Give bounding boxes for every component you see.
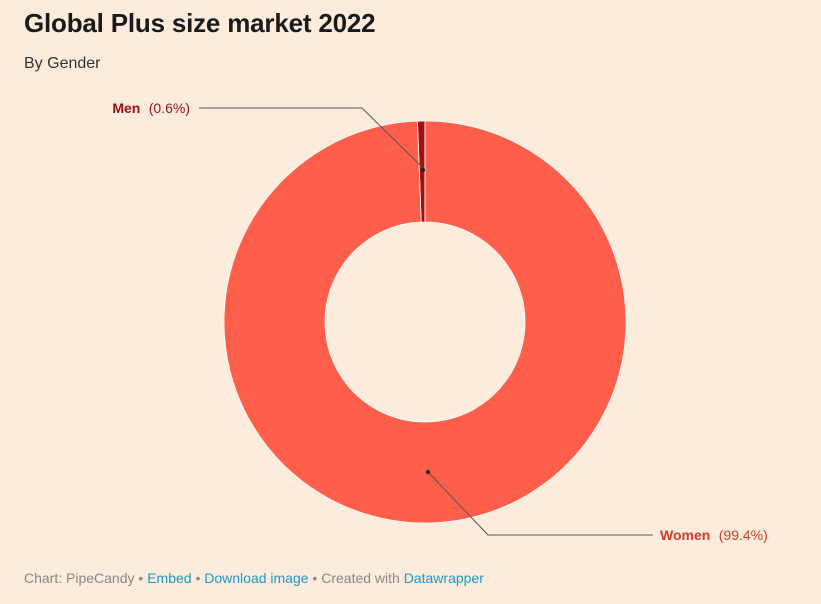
men-label-pct: (0.6%) bbox=[149, 100, 190, 116]
chart-footer: Chart: PipeCandy • Embed • Download imag… bbox=[24, 570, 484, 586]
donut-chart: Men (0.6%) Women (99.4%) bbox=[112, 100, 768, 544]
donut-slices bbox=[223, 120, 627, 524]
women-leader-dot bbox=[425, 469, 431, 475]
men-leader-line bbox=[199, 107, 424, 169]
embed-link[interactable]: Embed bbox=[147, 570, 192, 586]
women-label: Women (99.4%) bbox=[660, 527, 768, 544]
footer-separator: • bbox=[191, 570, 205, 586]
datawrapper-link[interactable]: Datawrapper bbox=[403, 570, 484, 586]
men-leader-dot bbox=[420, 167, 426, 173]
footer-separator: • bbox=[308, 570, 322, 586]
created-with-text: Created with bbox=[321, 570, 400, 586]
men-label: Men (0.6%) bbox=[112, 100, 190, 117]
source-text: Chart: PipeCandy bbox=[24, 570, 135, 586]
women-label-pct: (99.4%) bbox=[719, 527, 768, 543]
women-leader-line bbox=[427, 471, 653, 536]
footer-separator: • bbox=[134, 570, 148, 586]
chart-subtitle: By Gender bbox=[24, 55, 101, 72]
men-label-name: Men bbox=[112, 100, 140, 116]
chart-title: Global Plus size market 2022 bbox=[24, 8, 376, 38]
slice-women bbox=[223, 120, 627, 524]
women-label-name: Women bbox=[660, 527, 710, 543]
download-image-link[interactable]: Download image bbox=[204, 570, 309, 586]
